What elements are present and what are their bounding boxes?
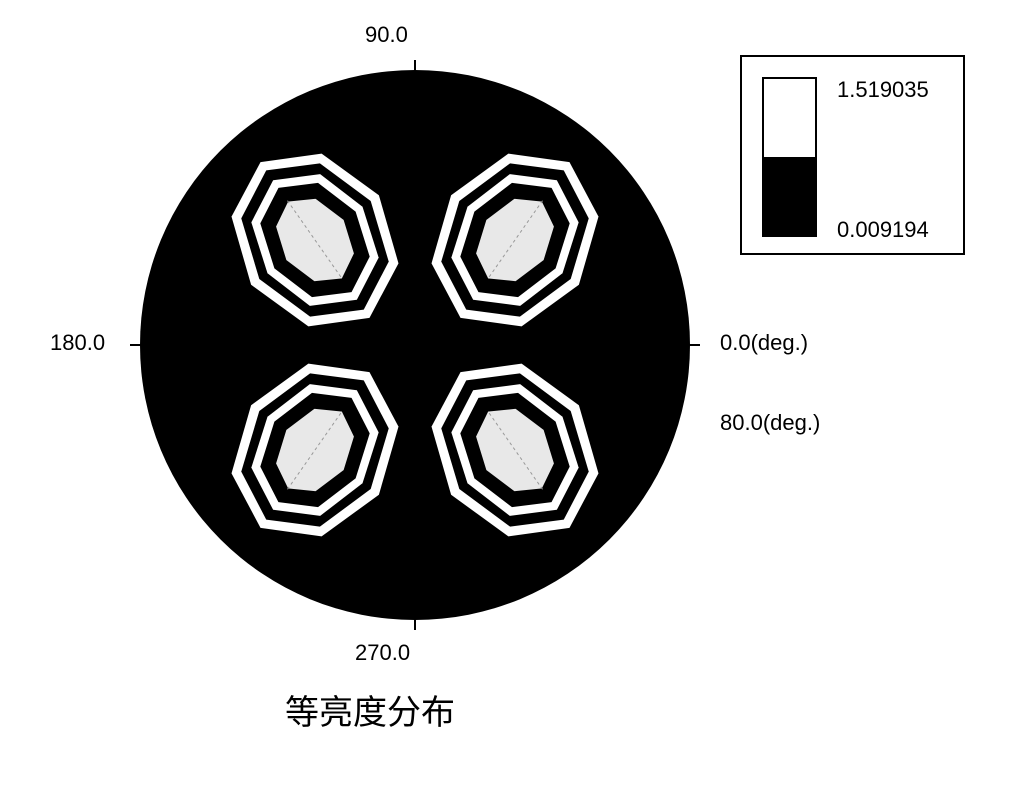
lobe-bottom-right [397, 327, 634, 572]
legend-min-label: 0.009194 [837, 217, 929, 243]
figure-container: 90.0 180.0 0.0(deg.) 80.0(deg.) 270.0 [0, 0, 1013, 794]
lobe-top-right [397, 117, 634, 362]
tick-bottom [414, 620, 416, 630]
tick-right [690, 344, 700, 346]
legend-gradient-high [764, 79, 815, 157]
legend-box: 1.519035 0.009194 [740, 55, 965, 255]
lobe-bottom-left [197, 327, 434, 572]
legend-gradient-low [764, 157, 815, 235]
legend-max-label: 1.519035 [837, 77, 929, 103]
polar-plot [140, 70, 690, 620]
figure-caption: 等亮度分布 [285, 685, 455, 734]
axis-label-top: 90.0 [365, 22, 408, 48]
axis-label-bottom: 270.0 [355, 640, 410, 666]
axis-label-right-2: 80.0(deg.) [720, 410, 820, 436]
contour-svg [140, 70, 690, 620]
lobe-top-left [197, 117, 434, 362]
axis-label-left: 180.0 [50, 330, 105, 356]
tick-left [130, 344, 140, 346]
axis-label-right: 0.0(deg.) [720, 330, 808, 356]
legend-gradient [762, 77, 817, 237]
tick-top [414, 60, 416, 70]
